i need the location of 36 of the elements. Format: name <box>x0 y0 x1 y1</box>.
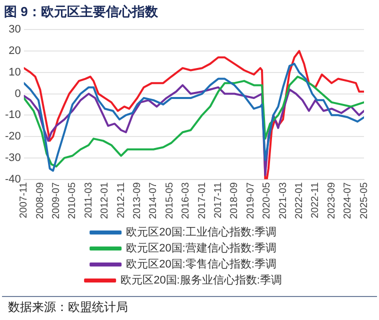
y-tick-label: 10 <box>8 66 21 78</box>
x-tick-label: 2008-09 <box>34 182 46 220</box>
x-tick-label: 2022-01 <box>294 182 305 220</box>
x-tick-label: 2017-11 <box>212 182 224 218</box>
y-tick-label: 0 <box>14 88 21 100</box>
x-tick-label: 2025-05 <box>358 182 370 220</box>
y-tick-label: 20 <box>8 45 21 58</box>
legend-label: 欧元区20国:营建信心指数:季调 <box>126 242 276 255</box>
y-tick-label: -20 <box>4 130 21 143</box>
y-tick-label: -30 <box>4 152 21 164</box>
legend-label: 欧元区20国:工业信心指数:季调 <box>126 226 276 239</box>
y-tick-label: 30 <box>8 24 21 36</box>
x-tick-label: 2007-11 <box>18 182 30 218</box>
y-tick-label: -40 <box>4 173 21 186</box>
x-tick-label: 2010-05 <box>67 182 78 220</box>
x-tick-label: 2011-03 <box>83 182 94 218</box>
legend-label: 欧元区20国:服务业信心指数:季调 <box>120 274 282 287</box>
x-tick-label: 2009-07 <box>51 182 62 220</box>
x-tick-label: 2019-07 <box>245 182 256 220</box>
x-tick-label: 2020-05 <box>262 182 273 220</box>
x-tick-label: 2024-07 <box>342 182 354 220</box>
x-tick-label: 2017-01 <box>196 182 208 220</box>
x-tick-label: 2023-09 <box>326 182 338 220</box>
x-tick-label: 2015-05 <box>164 182 176 220</box>
source-note: 数据来源：欧盟统计局 <box>2 296 377 318</box>
x-tick-label: 2021-03 <box>278 182 289 220</box>
x-tick-label: 2012-01 <box>100 182 111 220</box>
x-tick-label: 2013-09 <box>132 182 144 220</box>
x-tick-label: 2014-07 <box>148 182 160 220</box>
x-tick-label: 2018-09 <box>229 182 240 220</box>
legend-label: 欧元区20国:零售信心指数:季调 <box>126 258 276 271</box>
x-tick-label: 2016-03 <box>180 182 192 220</box>
x-tick-label: 2022-11 <box>310 182 322 218</box>
chart-title: 图 9：欧元区主要信心指数 <box>3 3 159 20</box>
y-tick-label: -10 <box>4 109 21 122</box>
x-tick-label: 2012-11 <box>116 182 127 218</box>
